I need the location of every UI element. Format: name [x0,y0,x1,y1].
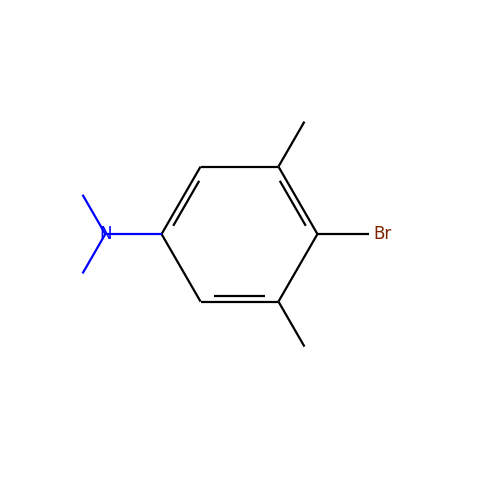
Text: N: N [99,225,112,243]
Text: Br: Br [374,225,392,243]
